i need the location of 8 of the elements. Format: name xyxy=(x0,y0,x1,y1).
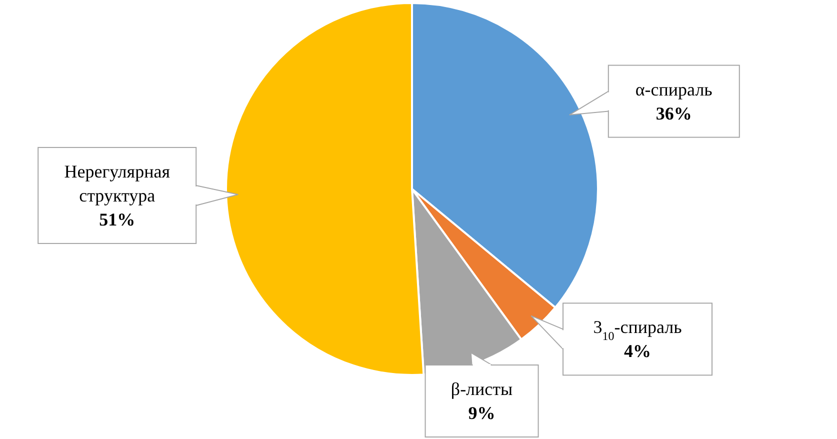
data-label: 9% xyxy=(468,403,496,423)
slice-label: Нерегулярная структура xyxy=(64,161,170,206)
slice-label: β-листы xyxy=(450,379,513,399)
data-label: 4% xyxy=(624,341,652,362)
data-label: 51% xyxy=(99,209,136,230)
slice-label: α-спираль xyxy=(635,79,712,100)
data-label: 36% xyxy=(656,103,692,124)
slice-label: 3$_{10}$-спираль xyxy=(593,317,682,344)
